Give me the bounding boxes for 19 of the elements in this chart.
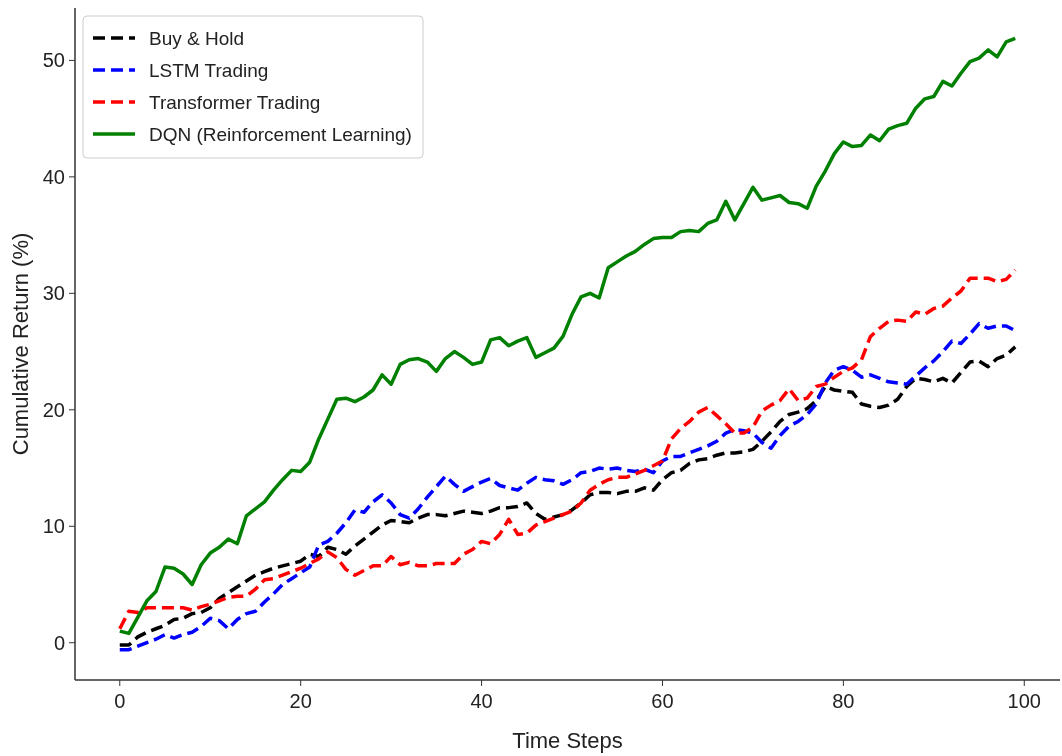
x-axis-title: Time Steps bbox=[512, 728, 623, 753]
x-tick-label: 0 bbox=[114, 690, 126, 712]
legend-label: Transformer Trading bbox=[149, 91, 321, 113]
y-tick-label: 40 bbox=[42, 165, 65, 188]
y-tick-label: 0 bbox=[53, 631, 65, 654]
x-tick-label: 20 bbox=[289, 690, 312, 712]
x-tick-label: 60 bbox=[651, 690, 674, 712]
y-axis-title: Cumulative Return (%) bbox=[8, 232, 33, 456]
x-tick-label: 40 bbox=[470, 690, 493, 712]
legend-label: Buy & Hold bbox=[149, 27, 245, 49]
y-tick-label: 30 bbox=[42, 282, 65, 305]
y-tick-label: 10 bbox=[42, 515, 65, 538]
line-series bbox=[118, 268, 1017, 631]
y-tick-label: 50 bbox=[42, 49, 65, 72]
legend-label: DQN (Reinforcement Learning) bbox=[149, 123, 412, 145]
x-tick-label: 80 bbox=[832, 690, 855, 712]
y-tick-label: 20 bbox=[42, 398, 65, 421]
x-tick-label: 100 bbox=[1007, 690, 1041, 712]
legend-label: LSTM Trading bbox=[149, 59, 269, 81]
